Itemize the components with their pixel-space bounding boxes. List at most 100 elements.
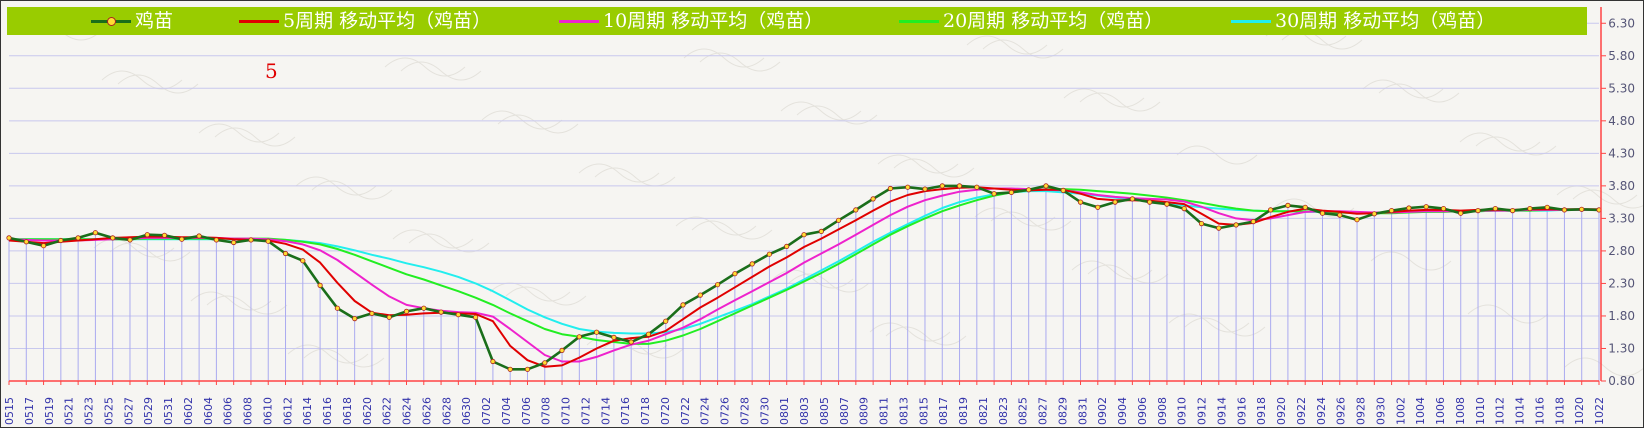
texture-stroke <box>93 238 175 258</box>
texture-stroke <box>1370 251 1452 271</box>
axes <box>8 7 1606 385</box>
x-tick-label: 1020 <box>1573 397 1586 425</box>
x-tick-label: 0612 <box>281 397 294 425</box>
texture-stroke <box>408 233 490 253</box>
texture-stroke <box>691 220 773 240</box>
data-point <box>1077 199 1084 205</box>
x-tick-label: 0630 <box>460 397 473 425</box>
data-point <box>1544 204 1550 210</box>
x-tick-label: 0606 <box>222 397 235 425</box>
y-tick-label: 0.80 <box>1608 374 1635 388</box>
texture-stroke <box>594 167 676 187</box>
data-point <box>1268 207 1274 213</box>
x-tick-label: 0815 <box>917 397 930 425</box>
x-tick-label: 0618 <box>341 397 354 425</box>
x-tick-label: 1012 <box>1494 397 1507 425</box>
data-point <box>645 331 652 337</box>
legend-swatch-3 <box>899 20 939 23</box>
texture-stroke <box>982 39 1064 59</box>
data-point <box>593 329 600 335</box>
texture-stroke <box>198 123 280 143</box>
data-point <box>1285 202 1291 208</box>
annotation-label: 5 <box>265 59 278 83</box>
data-point <box>23 239 29 245</box>
data-point <box>1371 211 1377 217</box>
y-tick-label: 4.80 <box>1608 114 1635 128</box>
data-point <box>870 196 876 202</box>
data-point <box>1579 206 1585 212</box>
data-point <box>300 258 306 264</box>
x-tick-label: 0831 <box>1076 397 1089 425</box>
data-point <box>1026 187 1032 193</box>
data-point <box>1527 206 1533 212</box>
texture-stroke <box>505 286 587 306</box>
legend-label-0: 鸡苗 <box>135 10 174 32</box>
x-tick-label: 0527 <box>122 397 135 425</box>
x-tick-label: 0817 <box>937 397 950 425</box>
texture-stroke <box>1572 189 1643 209</box>
data-point <box>939 183 945 189</box>
x-tick-label: 0519 <box>43 397 56 425</box>
data-point <box>92 230 99 236</box>
series-lines <box>8 184 1600 371</box>
x-tick-label: 0801 <box>778 397 791 425</box>
x-tick-label: 1008 <box>1454 397 1467 425</box>
texture-stroke <box>1362 79 1444 99</box>
x-tick-label: 0821 <box>977 397 990 425</box>
data-point <box>559 347 565 353</box>
data-point <box>680 302 686 308</box>
data-point <box>1233 222 1239 228</box>
y-tick-label: 2.80 <box>1608 244 1635 258</box>
data-point <box>507 366 513 372</box>
texture-stroke <box>311 180 393 200</box>
texture-stroke <box>772 269 854 289</box>
data-point <box>1423 204 1429 210</box>
data-point <box>282 250 289 257</box>
data-point <box>1198 221 1205 227</box>
x-tick-label: 0813 <box>897 397 910 425</box>
data-point <box>835 217 842 223</box>
data-point <box>1510 208 1516 214</box>
x-tick-label: 0523 <box>83 397 96 425</box>
x-tick-label: 0521 <box>63 397 76 425</box>
texture-stroke <box>206 295 288 315</box>
data-point <box>801 232 807 238</box>
data-point <box>40 243 47 249</box>
y-tick-labels: 0.80 1.30 1.80 2.30 2.80 3.30 3.80 4.30 4.80 5.30… <box>1608 16 1635 388</box>
data-point <box>576 334 582 340</box>
data-point <box>1250 219 1256 225</box>
data-point <box>179 236 185 242</box>
data-point <box>369 310 375 316</box>
data-point <box>317 282 323 288</box>
texture-stroke <box>1459 132 1541 152</box>
texture-stroke <box>117 74 199 94</box>
x-tick-label: 1002 <box>1394 397 1407 425</box>
x-tick-label: 0809 <box>858 397 871 425</box>
texture-stroke <box>1467 304 1549 324</box>
texture-stroke <box>1556 185 1638 205</box>
legend-swatch-0 <box>91 17 131 26</box>
data-point <box>663 318 669 324</box>
data-point <box>161 232 168 238</box>
data-point <box>1147 199 1153 205</box>
x-tick-label: 1006 <box>1434 397 1447 425</box>
data-point <box>334 305 340 311</box>
x-tick-label: 0928 <box>1355 397 1368 425</box>
data-point <box>1008 189 1015 195</box>
data-point <box>1475 208 1481 214</box>
x-tick-label: 0827 <box>1037 397 1050 425</box>
y-tick-label: 4.30 <box>1608 146 1635 160</box>
x-tick-label: 0608 <box>242 397 255 425</box>
y-tick-label: 5.30 <box>1608 81 1635 95</box>
texture-stroke <box>287 344 369 364</box>
data-point <box>1319 210 1326 216</box>
data-point <box>213 237 219 243</box>
texture-stroke <box>683 48 765 68</box>
data-point <box>1043 183 1049 189</box>
data-point <box>110 235 116 241</box>
texture-stroke <box>699 52 781 72</box>
x-tick-label: 0604 <box>202 397 215 425</box>
y-tick-label: 2.30 <box>1608 276 1635 290</box>
x-tick-label: 0702 <box>480 397 493 425</box>
